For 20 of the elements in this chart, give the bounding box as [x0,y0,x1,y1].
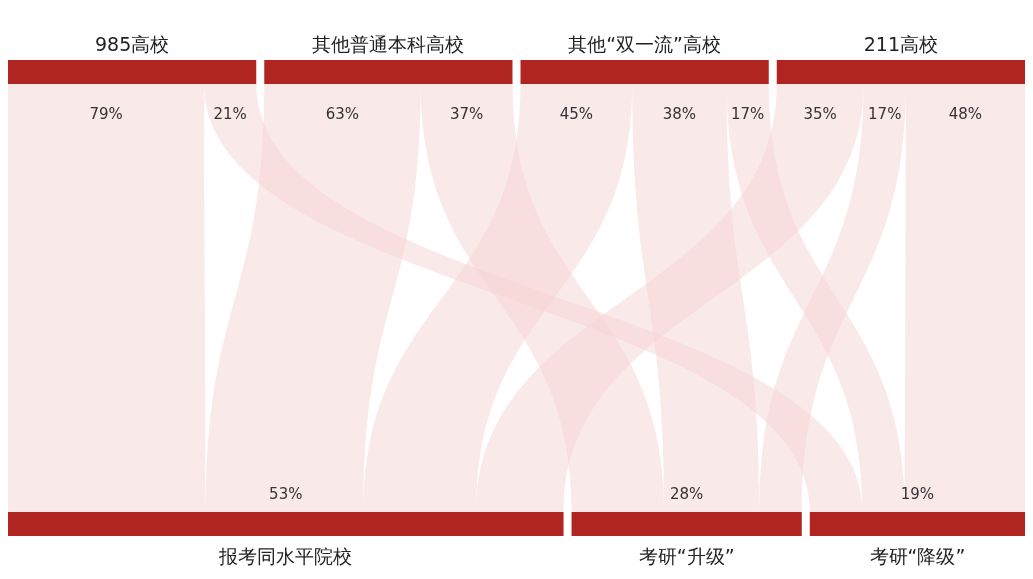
data-label: 45% [559,105,594,123]
data-label: 21% [213,105,247,123]
category-label: 其他“双一流”高校 [568,33,721,55]
series-label: 报考同水平院校 [218,545,353,567]
data-label: 17% [868,105,902,123]
category-label: 其他普通本科高校 [312,33,465,55]
text: 28% [670,485,704,503]
data-label: 79% [89,105,123,123]
category-label: 985高校 [94,33,170,55]
data-label: 37% [449,105,484,123]
data-label: 35% [803,105,837,123]
data-label: 17% [730,105,765,123]
data-label: 38% [662,105,697,123]
text: 19% [900,485,935,503]
series-label: 考研“升级” [638,545,735,567]
data-label: 63% [325,105,360,123]
text: 53% [269,485,303,503]
series-label: 考研“降级” [869,545,966,567]
category-label: 211高校 [863,33,939,55]
data-label: 48% [948,105,983,123]
